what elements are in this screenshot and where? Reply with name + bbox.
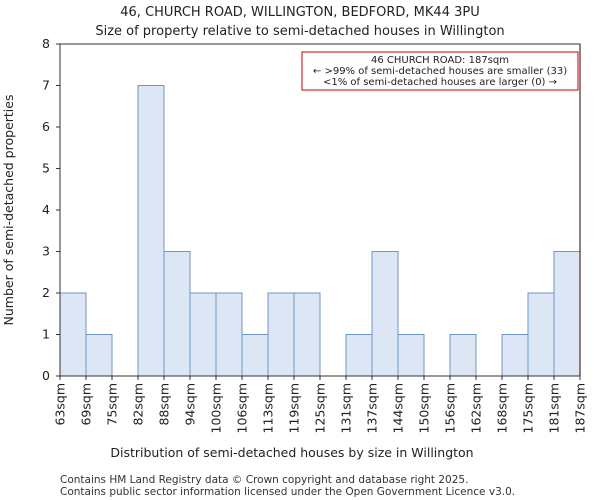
- y-tick-label: 6: [42, 119, 50, 134]
- bar-113sqm: [267, 292, 295, 377]
- x-tick-label: 119sqm: [287, 383, 302, 433]
- bar-168sqm: [501, 334, 529, 377]
- x-tick-label: 168sqm: [495, 383, 510, 433]
- x-tick-label: 106sqm: [235, 383, 250, 433]
- annotation-box: 46 CHURCH ROAD: 187sqm ← >99% of semi-de…: [301, 51, 579, 91]
- x-tick-label: 150sqm: [417, 383, 432, 433]
- annotation-line3: <1% of semi-detached houses are larger (…: [323, 77, 557, 88]
- x-tick-label: 156sqm: [443, 383, 458, 433]
- y-tick-label: 5: [42, 161, 50, 176]
- y-tick-label: 4: [42, 202, 50, 217]
- bar-63sqm: [59, 292, 87, 377]
- x-tick-label: 144sqm: [391, 383, 406, 433]
- y-axis-label: Number of semi-detached properties: [1, 95, 16, 326]
- x-tick-label: 175sqm: [521, 383, 536, 433]
- bar-88sqm: [163, 251, 191, 377]
- y-axis-ticks: 0 1 2 3 4 5 6 7 8: [42, 36, 60, 383]
- annotation-frame: [301, 51, 579, 91]
- footer-line1: Contains HM Land Registry data © Crown c…: [60, 474, 468, 486]
- y-tick-label: 7: [42, 78, 50, 93]
- x-tick-label: 82sqm: [131, 383, 146, 426]
- bar-119sqm: [293, 292, 321, 377]
- footer-line2: Contains public sector information licen…: [60, 486, 515, 498]
- bar-131sqm: [345, 334, 373, 377]
- annotation-line1: 46 CHURCH ROAD: 187sqm: [371, 55, 509, 66]
- y-tick-label: 3: [42, 244, 50, 259]
- bar-144sqm: [397, 334, 425, 377]
- bar-106sqm: [241, 334, 269, 377]
- x-tick-label: 125sqm: [313, 383, 328, 433]
- bar-82sqm: [137, 85, 165, 377]
- x-axis-ticks: 63sqm 69sqm 75sqm 82sqm 88sqm 94sqm 100sqm 106s…: [53, 376, 588, 433]
- chart-title-line1: 46, CHURCH ROAD, WILLINGTON, BEDFORD, MK…: [120, 5, 479, 20]
- y-tick-label: 8: [42, 36, 50, 51]
- bar-181sqm: [553, 251, 581, 377]
- x-tick-label: 113sqm: [261, 383, 276, 433]
- x-tick-label: 100sqm: [209, 383, 224, 433]
- x-axis-label: Distribution of semi-detached houses by …: [110, 445, 473, 460]
- y-tick-label: 2: [42, 285, 50, 300]
- x-tick-label: 75sqm: [105, 383, 120, 426]
- bar-94sqm: [189, 292, 217, 377]
- annotation-line2: ← >99% of semi-detached houses are small…: [313, 66, 567, 77]
- x-tick-label: 181sqm: [547, 383, 562, 433]
- bar-175sqm: [527, 292, 555, 377]
- bars-group: [59, 85, 581, 377]
- bar-156sqm: [449, 334, 477, 377]
- x-tick-label: 131sqm: [339, 383, 354, 433]
- bar-100sqm: [215, 292, 243, 377]
- x-tick-label: 94sqm: [183, 383, 198, 426]
- x-tick-label: 69sqm: [79, 383, 94, 426]
- x-tick-label: 88sqm: [157, 383, 172, 426]
- x-tick-label: 63sqm: [53, 383, 68, 426]
- y-tick-label: 1: [42, 327, 50, 342]
- x-tick-label: 137sqm: [365, 383, 380, 433]
- bar-137sqm: [371, 251, 399, 377]
- x-tick-label: 162sqm: [469, 383, 484, 433]
- bar-69sqm: [85, 334, 113, 377]
- y-tick-label: 0: [42, 368, 50, 383]
- plot-frame: [59, 43, 581, 377]
- chart-title-line2: Size of property relative to semi-detach…: [95, 24, 504, 39]
- x-tick-label: 187sqm: [573, 383, 588, 433]
